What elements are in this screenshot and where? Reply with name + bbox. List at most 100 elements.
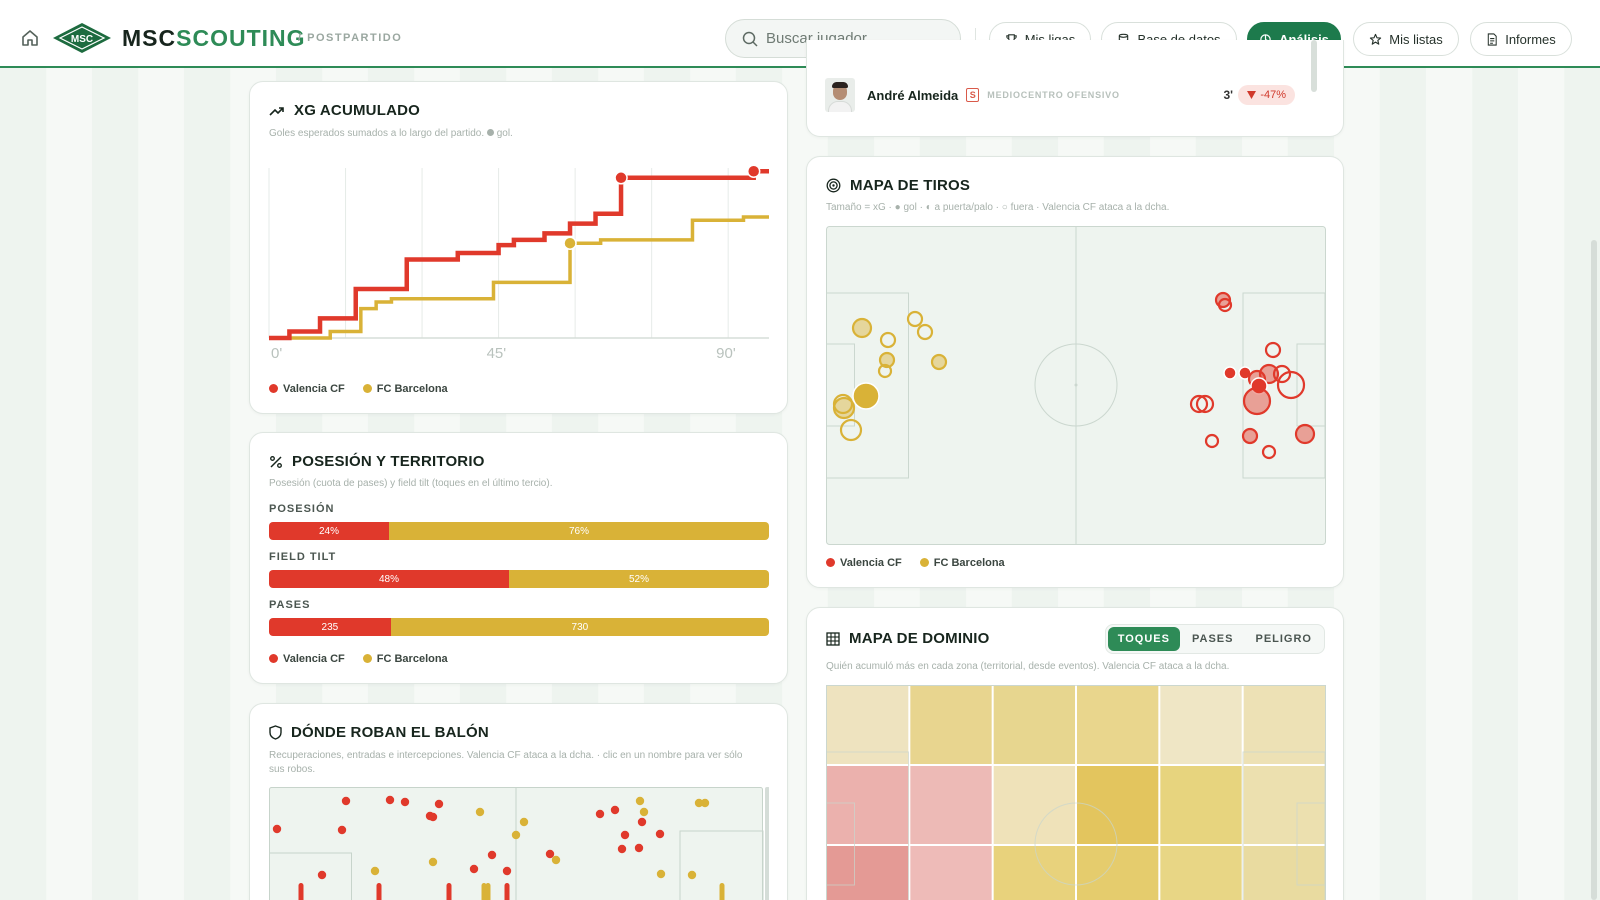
nav-mis-listas[interactable]: Mis listas	[1353, 22, 1459, 56]
steal-marker[interactable]	[337, 825, 347, 835]
shot-marker[interactable]	[839, 418, 863, 442]
shot-marker[interactable]	[851, 317, 873, 339]
steal-marker[interactable]	[655, 829, 665, 839]
dominance-cell[interactable]	[1243, 766, 1325, 844]
steal-marker[interactable]	[545, 849, 555, 859]
bar-away-segment: 52%	[509, 570, 769, 588]
shot-marker[interactable]	[877, 363, 893, 379]
steal-marker[interactable]	[687, 870, 697, 880]
dominance-cell[interactable]	[993, 846, 1075, 900]
xg-subtitle-tail: gol.	[496, 128, 513, 139]
shot-marker[interactable]	[852, 382, 880, 410]
brand-name[interactable]: MSCSCOUTING	[122, 25, 306, 52]
steal-player-bar[interactable]	[446, 883, 452, 900]
page-scrollbar[interactable]	[1591, 240, 1597, 900]
dominance-cell[interactable]	[1243, 846, 1325, 900]
shot-marker[interactable]	[1294, 423, 1316, 445]
shot-marker[interactable]	[1217, 297, 1233, 313]
steal-pitch[interactable]	[269, 787, 769, 900]
msc-logo[interactable]: MSC	[52, 22, 112, 54]
tab-peligro[interactable]: PELIGRO	[1255, 633, 1312, 645]
shot-marker[interactable]	[1223, 366, 1237, 380]
tab-pases[interactable]: PASES	[1192, 633, 1234, 645]
player-name[interactable]: André Almeida	[867, 87, 959, 103]
steal-marker[interactable]	[610, 805, 620, 815]
dominance-cell[interactable]	[1160, 766, 1242, 844]
shots-card: MAPA DE TIROS Tamaño = xG · ● gol · ◐ a …	[806, 156, 1344, 588]
steal-marker[interactable]	[428, 812, 438, 822]
shot-marker[interactable]	[1195, 394, 1215, 414]
steal-marker[interactable]	[634, 843, 644, 853]
legend-valencia: Valencia CF	[826, 557, 902, 569]
steal-marker[interactable]	[656, 869, 666, 879]
dominance-card-title: MAPA DE DOMINIO	[826, 630, 990, 647]
dominance-cell[interactable]	[910, 686, 992, 764]
dominance-cell[interactable]	[1077, 766, 1159, 844]
dominance-cell[interactable]	[1077, 686, 1159, 764]
nav-informes[interactable]: Informes	[1470, 22, 1572, 56]
dominance-cell[interactable]	[1077, 846, 1159, 900]
dominance-cell[interactable]	[993, 686, 1075, 764]
steal-marker[interactable]	[475, 807, 485, 817]
shot-marker[interactable]	[878, 351, 896, 369]
shot-marker[interactable]	[1189, 394, 1209, 414]
dominance-cell[interactable]	[827, 766, 909, 844]
shot-marker[interactable]	[1241, 427, 1259, 445]
steal-marker[interactable]	[551, 855, 561, 865]
steal-player-bar[interactable]	[719, 883, 725, 900]
steal-marker[interactable]	[317, 870, 327, 880]
home-icon[interactable]	[20, 28, 40, 48]
shot-marker[interactable]	[1261, 444, 1277, 460]
steal-player-bar[interactable]	[298, 883, 304, 900]
dominance-cell[interactable]	[993, 766, 1075, 844]
shots-pitch[interactable]	[826, 226, 1326, 546]
dominance-cell[interactable]	[827, 686, 909, 764]
shot-marker[interactable]	[930, 353, 948, 371]
steal-marker[interactable]	[428, 857, 438, 867]
steal-marker[interactable]	[434, 799, 444, 809]
dominance-cell[interactable]	[827, 846, 909, 900]
steal-marker[interactable]	[700, 798, 710, 808]
shot-marker[interactable]	[1264, 341, 1282, 359]
substitute-badge: S	[966, 88, 980, 102]
steal-marker[interactable]	[341, 796, 351, 806]
dominance-cell[interactable]	[1243, 686, 1325, 764]
dominance-cell[interactable]	[1160, 686, 1242, 764]
dominance-cell[interactable]	[910, 766, 992, 844]
steal-marker[interactable]	[595, 809, 605, 819]
shot-marker[interactable]	[916, 323, 934, 341]
steal-marker[interactable]	[617, 844, 627, 854]
steal-marker[interactable]	[502, 866, 512, 876]
steal-player-bar[interactable]	[504, 883, 510, 900]
steal-marker[interactable]	[620, 830, 630, 840]
dominance-heatmap[interactable]	[826, 685, 1326, 900]
steal-marker[interactable]	[694, 798, 704, 808]
shot-marker[interactable]	[1242, 386, 1272, 416]
shot-marker[interactable]	[1204, 433, 1220, 449]
steal-marker[interactable]	[639, 807, 649, 817]
player-row[interactable]: André Almeida S MEDIOCENTRO OFENSIVO 3' …	[825, 78, 1295, 112]
steal-player-bar[interactable]	[481, 883, 487, 900]
steal-marker[interactable]	[370, 866, 380, 876]
steal-marker[interactable]	[519, 817, 529, 827]
shot-marker[interactable]	[1276, 370, 1306, 400]
steal-marker[interactable]	[637, 817, 647, 827]
shot-marker[interactable]	[906, 310, 924, 328]
steal-player-bar[interactable]	[485, 883, 491, 900]
steal-marker[interactable]	[469, 864, 479, 874]
steal-marker[interactable]	[400, 797, 410, 807]
steal-marker[interactable]	[487, 850, 497, 860]
possession-card-subtitle: Posesión (cuota de pases) y field tilt (…	[269, 478, 553, 489]
dominance-cell[interactable]	[910, 846, 992, 900]
tab-toques[interactable]: TOQUES	[1107, 627, 1180, 651]
steal-marker[interactable]	[511, 830, 521, 840]
shot-marker[interactable]	[832, 393, 854, 415]
steal-player-bar[interactable]	[376, 883, 382, 900]
shot-marker[interactable]	[1272, 364, 1292, 384]
shot-marker[interactable]	[879, 331, 897, 349]
steal-marker[interactable]	[385, 795, 395, 805]
steal-marker[interactable]	[272, 824, 282, 834]
list-scrollbar[interactable]	[1311, 40, 1317, 92]
dominance-cell[interactable]	[1160, 846, 1242, 900]
steal-marker[interactable]	[635, 796, 645, 806]
